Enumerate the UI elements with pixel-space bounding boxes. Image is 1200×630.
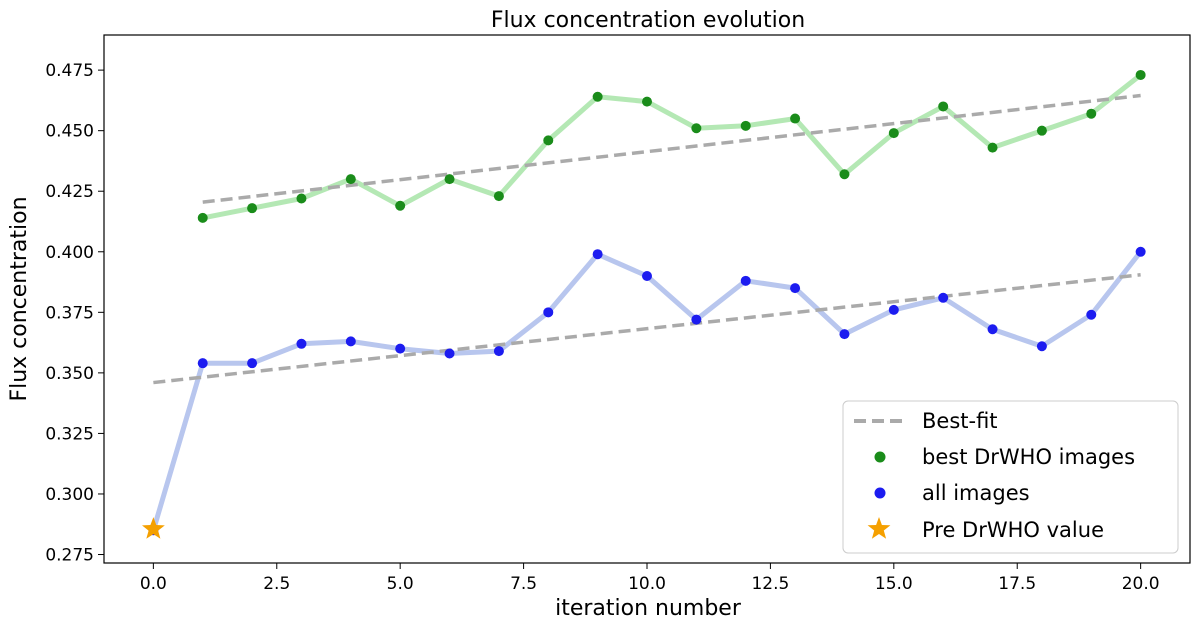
legend-box xyxy=(842,400,1179,554)
best-drwho-images-point xyxy=(1086,108,1097,119)
y-tick-label: 0.425 xyxy=(45,182,94,202)
y-tick-label: 0.400 xyxy=(45,243,94,263)
y-tick-label: 0.475 xyxy=(45,61,94,81)
pre-drwho-value-star xyxy=(142,517,165,539)
best-fit-line-2 xyxy=(153,273,1141,385)
all-images-point xyxy=(493,346,504,357)
all-images-point xyxy=(543,307,554,318)
all-images-point xyxy=(888,304,899,315)
all-images-point xyxy=(740,275,751,286)
legend-all-images-swatch xyxy=(874,487,886,499)
all-images-point xyxy=(592,249,603,260)
all-images-point xyxy=(444,348,455,359)
all-images-point xyxy=(395,343,406,354)
best-drwho-images-point xyxy=(1036,125,1047,136)
y-tick-label: 0.375 xyxy=(45,303,94,323)
best-drwho-images-point xyxy=(247,203,258,214)
x-tick-label: 12.5 xyxy=(751,574,789,594)
best-drwho-images-point xyxy=(790,113,801,124)
best-drwho-images-point xyxy=(444,174,455,185)
best-drwho-images-point xyxy=(543,135,554,146)
best-drwho-images-point xyxy=(345,174,356,185)
all-images-point xyxy=(197,358,208,369)
best-fit-line-1 xyxy=(202,93,1141,204)
best-drwho-images-line xyxy=(200,72,1144,221)
legend-best-fit-label: Best-fit xyxy=(922,409,998,433)
best-drwho-images-point xyxy=(493,191,504,202)
legend-all-images-label: all images xyxy=(922,481,1030,505)
all-images-point xyxy=(296,338,307,349)
all-images-point xyxy=(790,283,801,294)
best-drwho-images-point xyxy=(642,96,652,107)
y-tick-label: 0.350 xyxy=(45,364,94,384)
x-tick-label: 0.0 xyxy=(140,574,167,594)
chart-title: Flux concentration evolution xyxy=(491,8,805,33)
legend: Best-fit best DrWHO images all images Pr… xyxy=(842,400,1179,554)
y-tick-label: 0.450 xyxy=(45,122,94,142)
y-axis-ticks: 0.275 0.300 0.325 0.350 0.375 0.400 0.425 0.450… xyxy=(45,61,104,566)
all-images-point xyxy=(247,358,258,369)
best-drwho-images-point xyxy=(938,101,949,112)
all-images-point xyxy=(345,336,356,347)
legend-pre-drwho-swatch xyxy=(867,517,891,539)
legend-best-images-label: best DrWHO images xyxy=(922,445,1135,469)
all-images-point xyxy=(1086,309,1097,320)
best-drwho-images-point xyxy=(1135,69,1146,80)
x-tick-label: 5.0 xyxy=(387,574,414,594)
x-axis-label: iteration number xyxy=(555,596,742,621)
y-tick-label: 0.275 xyxy=(45,546,94,566)
best-drwho-images-point xyxy=(691,123,702,134)
best-drwho-images-point xyxy=(888,128,899,139)
best-drwho-images-point xyxy=(839,169,850,180)
best-drwho-images-point xyxy=(740,120,751,131)
y-tick-label: 0.300 xyxy=(45,485,94,505)
x-tick-label: 17.5 xyxy=(998,574,1036,594)
x-tick-label: 20.0 xyxy=(1122,574,1160,594)
legend-best-images-swatch xyxy=(874,451,886,463)
all-images-point xyxy=(938,292,949,303)
best-drwho-images-point xyxy=(592,91,603,102)
all-images-point xyxy=(839,329,850,340)
legend-pre-drwho-label: Pre DrWHO value xyxy=(922,518,1104,542)
y-axis-label: Flux concentration xyxy=(7,196,32,401)
best-drwho-images-point xyxy=(395,200,406,211)
plot-markers xyxy=(142,69,1146,539)
all-images-point xyxy=(642,270,652,281)
best-drwho-images-point xyxy=(296,193,307,204)
x-tick-label: 2.5 xyxy=(263,574,290,594)
x-axis-ticks: 0.0 2.5 5.0 7.5 10.0 12.5 15.0 17.5 20.0 xyxy=(140,563,1160,594)
best-drwho-images-point xyxy=(197,212,208,223)
x-tick-label: 10.0 xyxy=(628,574,666,594)
y-tick-label: 0.325 xyxy=(45,424,94,444)
all-images-point xyxy=(1135,246,1146,257)
all-images-point xyxy=(1036,341,1047,352)
x-tick-label: 7.5 xyxy=(510,574,537,594)
x-tick-label: 15.0 xyxy=(875,574,913,594)
all-images-point xyxy=(987,324,998,335)
all-images-point xyxy=(691,314,702,325)
best-drwho-images-point xyxy=(987,142,998,153)
